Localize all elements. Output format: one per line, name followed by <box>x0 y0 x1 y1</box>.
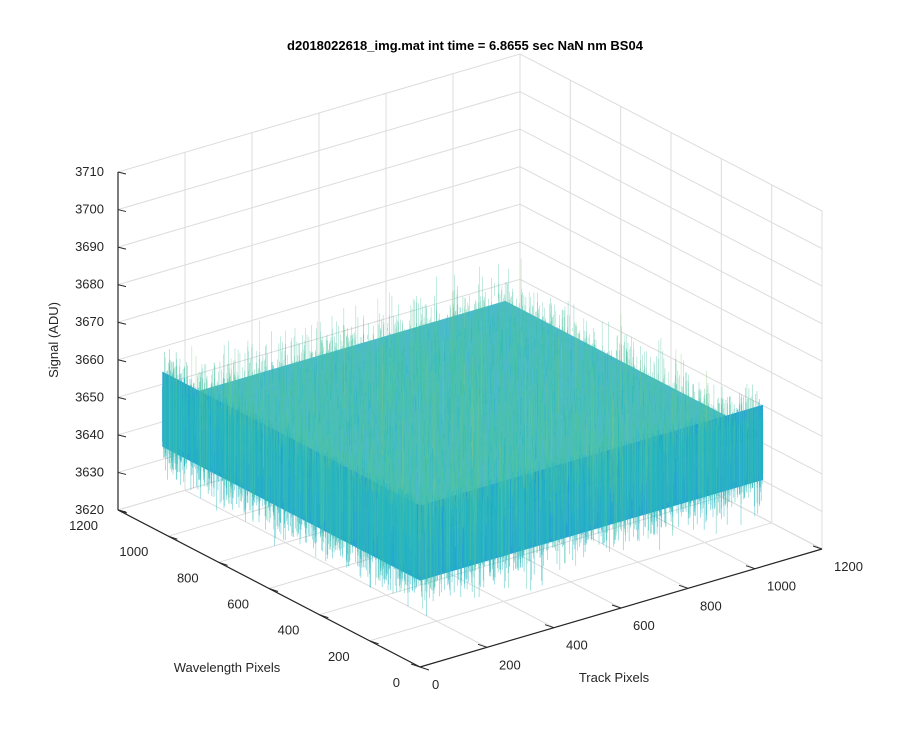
surface-data <box>161 258 764 616</box>
